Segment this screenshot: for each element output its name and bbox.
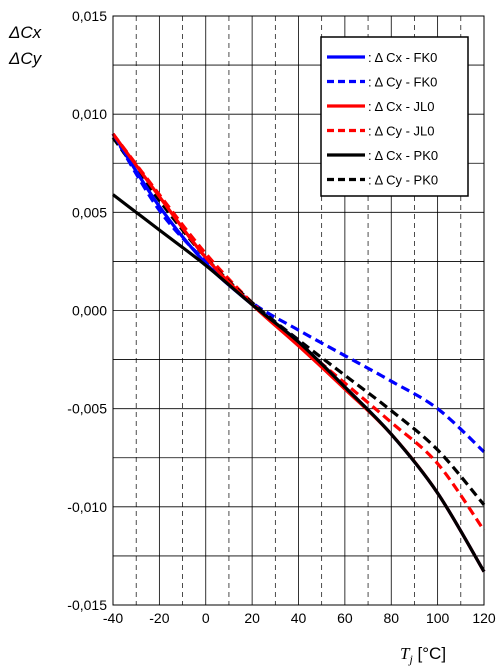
x-tick-label: -20 [149, 610, 169, 626]
y-axis-label-2: ΔCy [8, 49, 43, 68]
x-axis-sub: j [407, 652, 413, 666]
legend-entry-label: : Δ Cx - PK0 [368, 148, 438, 163]
y-tick-label: -0,005 [67, 401, 107, 417]
x-axis-label: Tj [°C] [400, 644, 446, 666]
series-line [112, 193, 486, 573]
y-tick-label: -0,015 [67, 597, 107, 613]
legend-entry-label: : Δ Cy - FK0 [368, 75, 437, 90]
x-tick-label: 40 [291, 610, 307, 626]
x-tick-label: 20 [244, 610, 260, 626]
legend-entry-label: : Δ Cx - FK0 [368, 50, 437, 65]
y-axis-label-1: ΔCx [8, 23, 42, 42]
grid [113, 16, 484, 605]
legend-entry-label: : Δ Cx - JL0 [368, 99, 435, 114]
legend-box [320, 36, 469, 197]
x-tick-label: -40 [103, 610, 123, 626]
series-line [111, 132, 486, 454]
legend: : Δ Cx - FK0 : Δ Cy - FK0 : Δ Cx - JL0 : Δ … [320, 36, 469, 197]
x-tick-labels: -40 -20 0 20 40 60 80 100 120 [103, 610, 496, 626]
x-axis-var: T [400, 644, 411, 663]
y-tick-label: 0,005 [72, 204, 107, 220]
x-tick-label: 60 [337, 610, 353, 626]
series-line [111, 136, 486, 506]
x-axis-unit: [°C] [413, 644, 446, 663]
x-tick-label: 0 [202, 610, 210, 626]
y-tick-label: 0,000 [72, 303, 107, 319]
plot-frame [112, 15, 485, 606]
y-tick-label: 0,015 [72, 8, 107, 24]
y-tick-labels: -0,015 -0,010 -0,005 0,000 0,005 0,010 0,015 [67, 8, 107, 613]
y-tick-label: 0,010 [72, 106, 107, 122]
legend-entry-label: : Δ Cy - PK0 [368, 173, 438, 188]
legend-entry-label: : Δ Cy - JL0 [368, 124, 435, 139]
series-lines [111, 132, 486, 573]
x-tick-label: 100 [426, 610, 450, 626]
x-tick-label: 120 [472, 610, 496, 626]
x-tick-label: 80 [383, 610, 399, 626]
y-tick-label: -0,010 [67, 499, 107, 515]
